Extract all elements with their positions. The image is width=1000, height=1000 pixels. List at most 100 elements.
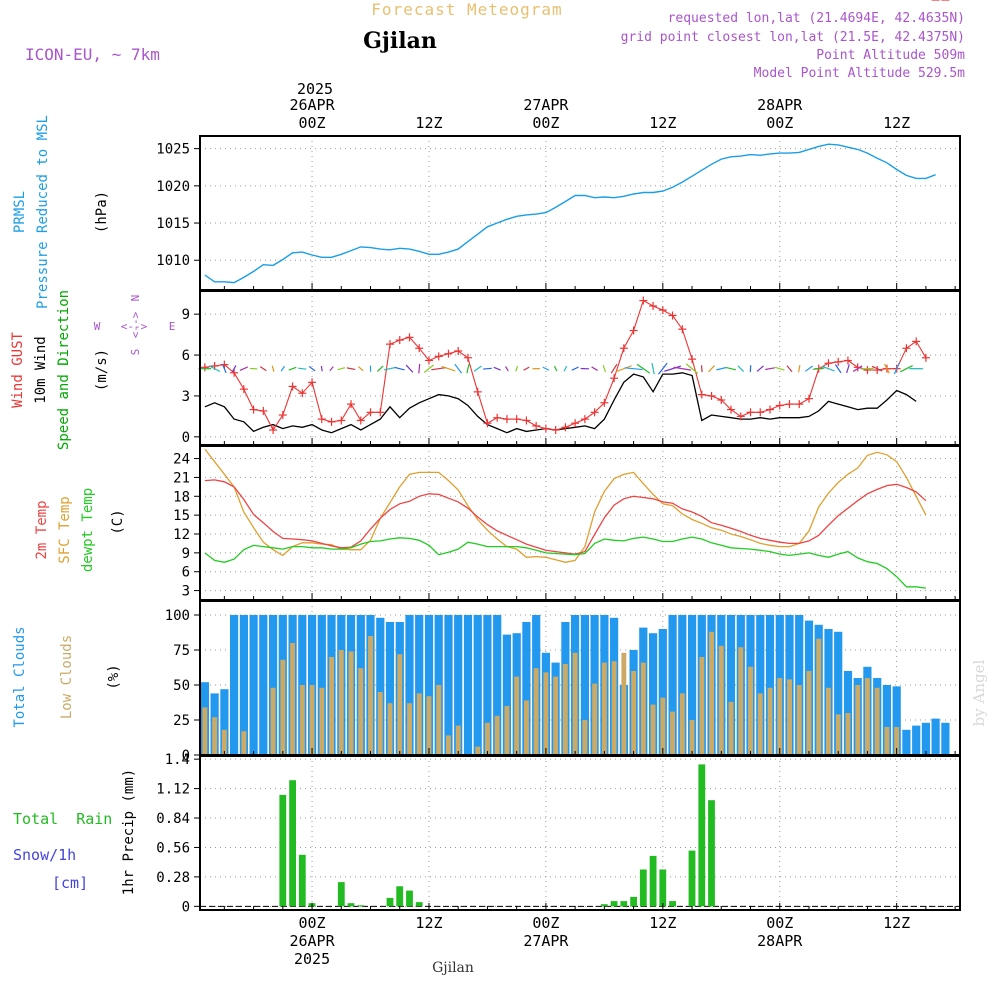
top-date-label: 27APR — [523, 96, 569, 114]
wind-direction-arrow — [657, 362, 668, 375]
low-cloud-bar — [865, 678, 870, 755]
low-cloud-bar — [446, 735, 451, 755]
low-cloud-bar — [212, 717, 218, 755]
low-cloud-bar — [884, 727, 890, 755]
pressure-label-msl: Pressure Reduced to MSL — [35, 115, 51, 309]
rain-bar — [386, 897, 394, 907]
total-cloud-bar — [317, 615, 326, 755]
total-cloud-bar — [463, 615, 473, 755]
wind-direction-arrow — [208, 365, 221, 373]
pressure-label-prmsl: PRMSL — [12, 191, 28, 233]
top-hour-label: 00Z — [532, 114, 559, 132]
wind-direction-arrow — [454, 363, 463, 374]
wind-speed-line — [204, 372, 917, 434]
low-cloud-bar — [689, 720, 695, 755]
wind-direction-arrow — [405, 364, 414, 373]
wind-direction-arrow — [222, 364, 227, 374]
total-cloud-bar — [502, 634, 511, 755]
grid-layer — [200, 136, 960, 910]
low-cloud-bar — [543, 672, 549, 755]
wind-direction-arrow — [239, 366, 249, 371]
low-cloud-bar — [290, 643, 295, 755]
total-cloud-bar — [902, 729, 911, 755]
sfc-temp-line — [204, 448, 927, 563]
total-cloud-bar — [376, 617, 385, 755]
wind-direction-arrow — [899, 364, 913, 373]
wind-direction-arrow — [700, 365, 703, 373]
wind-direction-arrow — [636, 363, 651, 374]
low-cloud-bar — [601, 662, 607, 755]
wind-direction-arrow — [812, 367, 825, 370]
total-cloud-bar — [454, 615, 463, 755]
total-cloud-bar — [882, 685, 891, 755]
low-cloud-bar — [377, 692, 383, 755]
wind-direction-arrow — [804, 365, 813, 372]
low-cloud-bar — [806, 671, 812, 755]
low-cloud-bar — [562, 664, 568, 755]
point-altitude: Point Altitude 509m — [816, 48, 965, 63]
wind-direction-arrow — [271, 365, 275, 372]
wind-direction-arrow — [376, 365, 384, 372]
rain-bar — [289, 780, 296, 907]
total-cloud-bar — [385, 622, 395, 755]
wind-direction-arrow — [571, 366, 579, 371]
y-tick-label: 3 — [182, 584, 190, 600]
wind-direction-arrow — [298, 367, 307, 370]
bottom-hour-label: 12Z — [415, 914, 442, 932]
y-tick-label: 25 — [173, 713, 190, 729]
temp-unit: (C) — [110, 509, 126, 534]
precip-panel-labels: Total Rain Snow/1h [cm] 1hr Precip (mm) — [13, 769, 137, 895]
y-tick-label: 50 — [173, 678, 190, 694]
low-cloud-bar — [845, 713, 851, 755]
total-cloud-bar — [892, 686, 901, 755]
low-cloud-bar — [874, 687, 880, 755]
wind-direction-arrow — [624, 367, 643, 371]
rain-bar — [688, 850, 696, 907]
wind-direction-arrow — [418, 363, 421, 374]
wind-direction-arrow — [610, 363, 618, 374]
wind-direction-arrow — [685, 363, 699, 374]
total-cloud-bar — [405, 615, 414, 755]
y-tick-label: 1.12 — [156, 782, 190, 798]
wind-direction-arrow — [383, 366, 397, 371]
bottom-date-label: 26APR — [289, 932, 335, 950]
top-year: 2025 — [297, 80, 333, 98]
wind-direction-arrow — [664, 365, 681, 372]
rain-bar — [357, 905, 365, 907]
wind-direction-arrow — [756, 365, 764, 372]
low-cloud-bar — [709, 631, 714, 755]
y-tick-label: 18 — [173, 489, 190, 505]
wind-direction-arrow — [852, 365, 863, 372]
wind-label-10m: 10m Wind — [33, 336, 49, 403]
low-cloud-bar — [426, 696, 432, 755]
total-cloud-bar — [649, 633, 658, 755]
bottom-hour-label: 00Z — [766, 914, 793, 932]
rain-bar — [600, 904, 608, 907]
low-cloud-bar — [894, 727, 900, 755]
low-cloud-bar — [621, 652, 627, 755]
panel-frame — [199, 445, 961, 601]
wind-direction-arrow — [673, 366, 692, 371]
wind-direction-arrow — [883, 363, 890, 374]
low-cloud-bar — [679, 693, 685, 755]
bottom-year: 2025 — [294, 950, 330, 968]
wind-compass: N S W E <--> <--> — [94, 295, 176, 356]
precip-label-snow: Snow/1h — [13, 846, 76, 864]
low-cloud-bar — [416, 693, 422, 755]
axis-layer: 1010 1015 1020 1025 0 3 6 9 3 6 9 12 15 18 21 24 0 25 50 75… — [156, 96, 956, 968]
low-cloud-bar — [241, 731, 247, 755]
wind-direction-arrow — [505, 366, 509, 372]
top-date-label: 28APR — [757, 96, 803, 114]
y-tick-label: 0 — [182, 430, 190, 446]
gust-line — [204, 299, 927, 432]
total-cloud-bar — [668, 615, 677, 755]
y-tick-label: 9 — [182, 307, 190, 323]
wind-label-gust: Wind GUST — [10, 332, 26, 408]
low-cloud-bar — [475, 746, 481, 755]
wind-direction-arrow — [280, 365, 286, 372]
low-cloud-bar — [368, 636, 373, 755]
watermark: by Angel — [970, 659, 988, 726]
y-tick-label: 1.4 — [165, 752, 190, 768]
total-cloud-bar — [444, 615, 453, 755]
